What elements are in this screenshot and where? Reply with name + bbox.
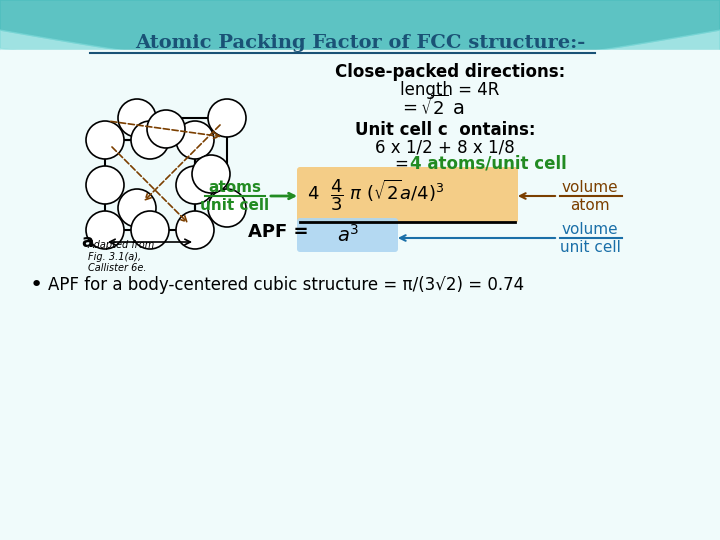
Circle shape (131, 121, 169, 159)
Circle shape (131, 211, 169, 249)
Circle shape (176, 166, 214, 204)
FancyBboxPatch shape (297, 167, 518, 223)
Text: volume: volume (562, 222, 618, 238)
Text: volume: volume (562, 180, 618, 195)
Text: •: • (30, 275, 43, 295)
Text: a: a (81, 233, 93, 251)
Text: Close-packed directions:: Close-packed directions: (335, 63, 565, 81)
Circle shape (86, 121, 124, 159)
Text: a: a (453, 98, 465, 118)
Circle shape (176, 211, 214, 249)
Text: atom: atom (570, 198, 610, 213)
Circle shape (86, 211, 124, 249)
Text: APF for a body-centered cubic structure = π/(3√2) = 0.74: APF for a body-centered cubic structure … (48, 276, 524, 294)
Text: unit cell: unit cell (559, 240, 621, 254)
Text: atoms: atoms (209, 180, 261, 195)
Text: Atomic Packing Factor of FCC structure:-: Atomic Packing Factor of FCC structure:- (135, 34, 585, 52)
Text: Unit cell c  ontains:: Unit cell c ontains: (355, 121, 535, 139)
Text: $\sqrt{2}$: $\sqrt{2}$ (420, 95, 449, 119)
Circle shape (86, 166, 124, 204)
Text: $a^3$: $a^3$ (337, 224, 359, 246)
Circle shape (192, 155, 230, 193)
Circle shape (208, 189, 246, 227)
FancyBboxPatch shape (297, 218, 398, 252)
Text: $4\ \ \dfrac{4}{3}\ \pi\ (\sqrt{2}a/4)^{3}$: $4\ \ \dfrac{4}{3}\ \pi\ (\sqrt{2}a/4)^{… (307, 177, 444, 213)
Circle shape (208, 99, 246, 137)
Text: =: = (395, 155, 414, 173)
Text: 4 atoms/unit cell: 4 atoms/unit cell (410, 155, 567, 173)
Text: APF =: APF = (248, 223, 308, 241)
Circle shape (118, 189, 156, 227)
Circle shape (147, 110, 185, 148)
Text: unit cell: unit cell (200, 198, 269, 213)
Text: length = 4R: length = 4R (400, 81, 500, 99)
Circle shape (176, 121, 214, 159)
Text: =: = (402, 99, 418, 117)
Text: Adapted from
Fig. 3.1(a),
Callister 6e.: Adapted from Fig. 3.1(a), Callister 6e. (88, 240, 156, 273)
Circle shape (118, 99, 156, 137)
Text: 6 x 1/2 + 8 x 1/8: 6 x 1/2 + 8 x 1/8 (375, 138, 515, 156)
